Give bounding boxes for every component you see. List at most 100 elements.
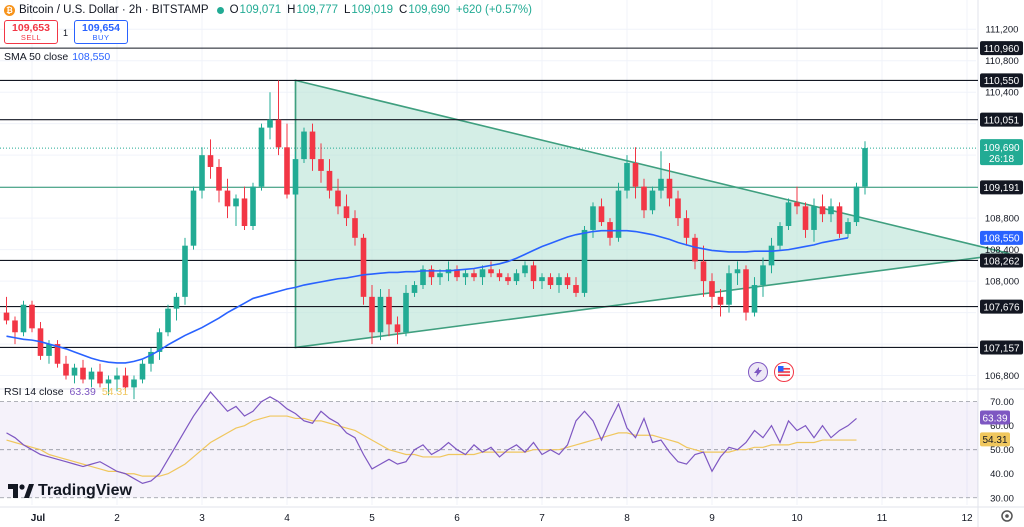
rsi-tick-label: 70.00 — [990, 397, 1014, 408]
last-price-label: 109,690 — [983, 143, 1020, 154]
candle-body — [853, 186, 860, 223]
candle-body — [590, 206, 596, 230]
time-tick-label: 6 — [454, 513, 460, 524]
candle-body — [46, 344, 52, 356]
rsi-band — [0, 401, 978, 498]
candle-body — [845, 222, 851, 234]
candle-body — [454, 269, 460, 278]
candle-body — [768, 245, 775, 266]
candle-body — [522, 265, 528, 274]
candle-body — [139, 363, 146, 380]
candle — [199, 147, 205, 199]
candle — [326, 159, 333, 199]
rsi-legend[interactable]: RSI 14 close 63.39 54.31 — [4, 386, 128, 398]
candle-body — [241, 198, 248, 227]
candle-body — [80, 367, 86, 380]
us-flag-icon[interactable] — [774, 362, 794, 382]
candle — [624, 155, 630, 199]
rsi-tick-label: 30.00 — [990, 493, 1014, 504]
level-tag-label: 108,262 — [983, 256, 1020, 267]
time-tick-label: 7 — [539, 513, 545, 524]
candle-body — [777, 226, 783, 246]
candle — [437, 269, 443, 286]
candle-body — [624, 163, 630, 191]
candle-body — [267, 119, 273, 128]
candle-body — [275, 119, 282, 148]
candle — [658, 151, 664, 199]
candle — [853, 182, 860, 227]
candle-body — [394, 324, 401, 333]
time-tick-label: 10 — [791, 513, 803, 524]
buy-price: 109,654 — [82, 21, 120, 34]
candle-body — [530, 265, 537, 282]
candle — [734, 261, 741, 286]
candle — [530, 261, 537, 289]
candle-body — [182, 245, 188, 297]
candle — [539, 273, 545, 289]
candle-body — [250, 186, 256, 227]
candle — [20, 300, 27, 337]
price-tick-label: 110,400 — [985, 88, 1019, 99]
rsi-line — [6, 391, 857, 485]
rsi-tag-label: 63.39 — [982, 413, 1007, 424]
candle — [785, 198, 792, 230]
rsi-panel — [0, 391, 978, 499]
buy-button[interactable]: 109,654 BUY — [74, 20, 128, 44]
symbol-title[interactable]: Bitcoin / U.S. Dollar · 2h · BITSTAMP — [19, 4, 209, 16]
tradingview-logo[interactable]: TradingView — [8, 482, 132, 500]
candle-body — [539, 277, 545, 282]
candle-body — [71, 367, 78, 376]
candle — [819, 194, 826, 223]
candle-body — [29, 304, 35, 329]
candle-body — [700, 261, 707, 282]
candle — [267, 92, 273, 140]
candle — [649, 186, 656, 215]
time-tick-label: 5 — [369, 513, 375, 524]
candle-body — [3, 312, 10, 321]
candle — [802, 202, 809, 238]
low-key: L — [344, 4, 351, 16]
candle — [641, 178, 647, 219]
level-tag — [980, 180, 1023, 195]
price-axis[interactable]: 110,960 110,550 110,051 109,191 108,262 107,6… — [980, 25, 1023, 505]
rsi-ma-tag — [980, 432, 1010, 447]
candle — [403, 285, 409, 337]
candle — [692, 233, 698, 270]
candle — [241, 186, 248, 230]
sell-label: SELL — [20, 32, 42, 42]
candle-body — [335, 190, 341, 207]
candle — [250, 182, 256, 230]
candle — [258, 123, 265, 191]
lightning-icon[interactable] — [748, 362, 768, 382]
candle — [318, 143, 324, 183]
candle-body — [97, 371, 103, 384]
rsi-legend-value: 63.39 — [69, 386, 96, 398]
candlestick-series — [3, 80, 868, 400]
candle-body — [658, 178, 664, 191]
candle — [3, 296, 10, 325]
market-open-indicator — [216, 6, 224, 14]
sell-button[interactable]: 109,653 SELL — [4, 20, 58, 44]
level-tag-label: 110,550 — [984, 76, 1020, 87]
tradingview-logo-icon — [8, 484, 34, 498]
candle — [343, 194, 350, 227]
candle-body — [190, 190, 197, 246]
time-tick-label: 11 — [877, 513, 888, 524]
candle — [54, 340, 61, 368]
candle-body — [862, 148, 868, 187]
close-value: 109,690 — [408, 4, 450, 16]
sma-legend[interactable]: SMA 50 close 108,550 — [4, 51, 110, 63]
candle — [139, 359, 146, 384]
candle — [556, 273, 562, 293]
candle-body — [726, 273, 732, 305]
time-axis[interactable]: Jul 2 3 4 5 6 7 8 9 10 11 12 — [31, 513, 973, 524]
rsi-ma-line — [6, 415, 857, 477]
candle-body — [105, 379, 112, 384]
settings-gear-icon[interactable] — [1000, 509, 1014, 523]
candle-body — [428, 269, 435, 278]
level-tag — [980, 73, 1023, 88]
price-tick-label: 106,800 — [985, 371, 1019, 382]
candle-body — [318, 159, 324, 171]
horizontal-levels[interactable] — [0, 47, 978, 349]
